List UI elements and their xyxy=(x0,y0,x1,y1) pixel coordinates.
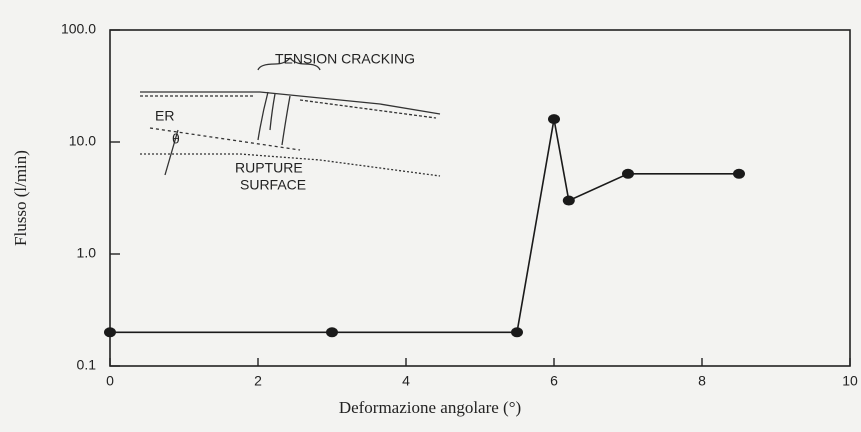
x-tick-label: 10 xyxy=(842,373,858,389)
x-tick-label: 6 xyxy=(550,373,558,389)
marker xyxy=(511,327,523,338)
x-axis-title: Deformazione angolare (°) xyxy=(339,398,521,417)
brace xyxy=(257,56,321,71)
marker xyxy=(326,327,338,338)
annotation: SURFACE xyxy=(240,177,306,193)
x-tick-label: 2 xyxy=(254,373,262,389)
x-tick-label: 4 xyxy=(402,373,410,389)
y-tick-label: 1.0 xyxy=(77,245,97,261)
annotation: RUPTURE xyxy=(235,160,303,176)
ground-hatch xyxy=(140,95,437,119)
rupture-line xyxy=(140,153,441,177)
y-tick-label: 0.1 xyxy=(77,357,97,373)
marker xyxy=(104,327,116,338)
marker xyxy=(562,195,575,206)
marker xyxy=(622,168,634,179)
y-axis-title: Flusso (l/min) xyxy=(11,150,30,246)
ground-line xyxy=(140,91,441,115)
marker xyxy=(733,168,745,179)
y-tick-label: 10.0 xyxy=(69,133,96,149)
inset-sketch xyxy=(140,56,441,177)
y-tick-label: 100.0 xyxy=(61,21,96,37)
marker xyxy=(548,114,560,125)
x-tick-label: 8 xyxy=(698,373,706,389)
annotation: θ xyxy=(172,131,180,147)
x-tick-label: 0 xyxy=(106,373,114,389)
annotation: TENSION CRACKING xyxy=(275,51,415,67)
annotation: ER xyxy=(155,108,174,124)
cracks xyxy=(257,91,291,146)
er-line xyxy=(149,127,301,151)
series-line xyxy=(110,118,739,334)
theta-line xyxy=(164,129,179,176)
plot-frame xyxy=(109,29,851,367)
